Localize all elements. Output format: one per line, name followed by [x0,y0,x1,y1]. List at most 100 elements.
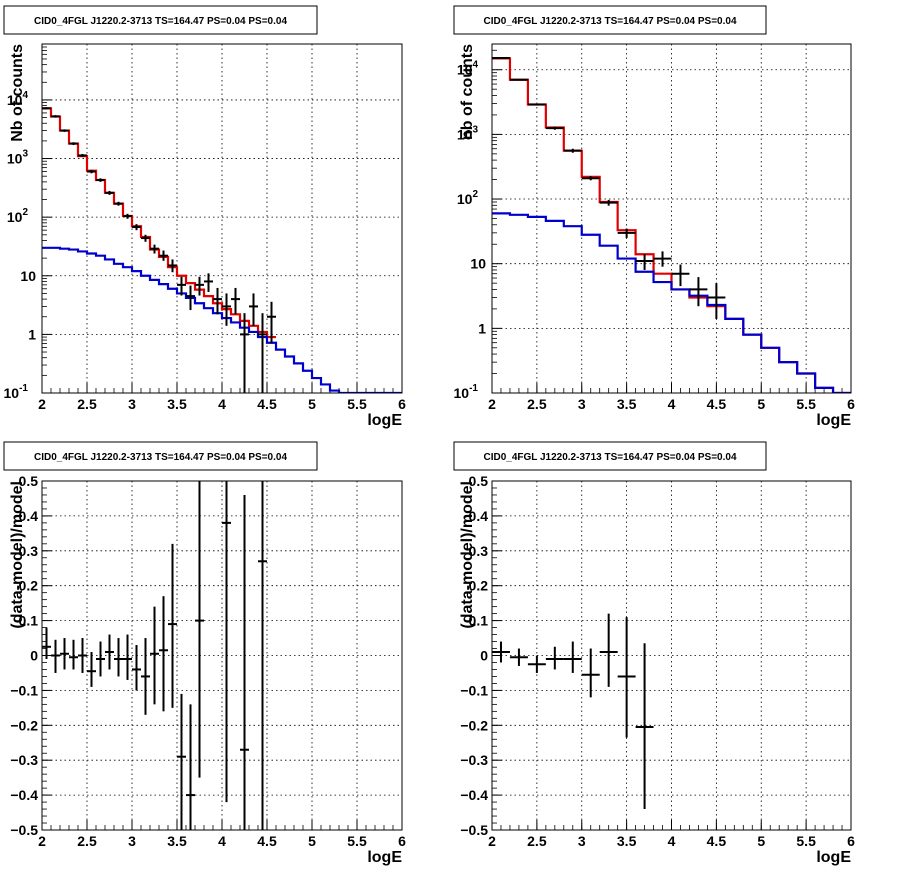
x-tick-label: 4.5 [707,833,727,849]
title-box [3,441,318,471]
y-tick-label: 0.4 [469,508,489,524]
y-tick-label: 0.5 [19,473,39,489]
y-tick-label: 1 [478,320,486,336]
y-tick-label: −0.1 [10,682,38,698]
x-tick-label: 5.5 [796,396,816,412]
y-tick-label: −0.4 [10,787,38,803]
x-tick-label: 4 [218,396,226,412]
x-tick-label: 5.5 [796,833,816,849]
x-tick-label: 2.5 [77,396,97,412]
x-tick-label: 5.5 [347,833,367,849]
x-tick-label: 3.5 [617,833,637,849]
x-tick-label: 2.5 [527,833,547,849]
y-tick-label: 0.2 [469,578,489,594]
y-tick-base: 10 [7,92,23,108]
chart-title: CID0_4FGL J1220.2-3713 TS=164.47 PS=0.04… [34,16,287,27]
model-histogram-total [492,57,851,393]
y-tick-label: 0.1 [19,613,39,629]
y-tick-label: 103 [7,149,29,167]
y-tick-label: 0 [30,648,38,664]
y-tick-label: 104 [457,60,479,78]
x-tick-label: 4 [218,833,226,849]
x-tick-label: 4 [668,396,676,412]
y-tick-base: 1 [478,320,486,336]
x-tick-label: 3.5 [617,396,637,412]
plot-panel-2: CID0_4FGL J1220.2-3713 TS=164.47 PS=0.04… [453,5,855,429]
y-tick-label: 102 [457,189,479,207]
y-tick-base: 1 [28,326,36,342]
plot-panel-4: CID0_4FGL J1220.2-3713 TS=164.47 PS=0.04… [453,441,855,866]
x-tick-label: 3 [578,396,586,412]
x-tick-label: 4 [668,833,676,849]
y-tick-label: 0.4 [19,508,39,524]
y-tick-label: 1 [28,326,36,342]
x-tick-label: 6 [398,396,406,412]
x-axis-label: logE [367,849,402,866]
y-tick-base: 10 [4,385,20,401]
y-tick-base: 10 [454,385,470,401]
y-tick-exponent: 4 [22,90,28,101]
title-box [453,441,767,471]
y-tick-label: 102 [7,207,29,225]
plot-panel-1: CID0_4FGL J1220.2-3713 TS=164.47 PS=0.04… [3,5,406,429]
y-tick-label: −0.5 [460,822,488,838]
y-tick-exponent: -1 [19,383,28,394]
plot-frame [41,43,403,394]
y-tick-label: 0.5 [469,473,489,489]
y-tick-exponent: -1 [469,383,478,394]
y-axis-label: nb of counts [459,44,476,140]
plot-area [42,481,267,830]
y-axis-label: (data-model)/model [459,481,476,629]
y-tick-exponent: 2 [472,189,478,200]
x-tick-label: 6 [847,396,855,412]
x-tick-label: 2.5 [527,396,547,412]
x-axis-label: logE [816,849,851,866]
plot-area [492,56,851,393]
x-tick-label: 3 [578,833,586,849]
x-tick-label: 4.5 [257,833,277,849]
y-tick-label: 0.3 [469,543,489,559]
y-tick-label: 10-1 [4,383,29,401]
x-tick-label: 3.5 [167,396,187,412]
y-tick-base: 10 [7,151,23,167]
x-tick-label: 2 [38,833,46,849]
y-tick-exponent: 2 [22,207,28,218]
x-tick-label: 3 [128,396,136,412]
x-tick-label: 5 [308,833,316,849]
y-tick-label: −0.4 [460,787,488,803]
title-box [453,5,767,35]
x-axis-label: logE [816,412,851,429]
y-tick-label: −0.3 [10,752,38,768]
x-tick-label: 3 [128,833,136,849]
y-tick-base: 10 [457,62,473,78]
x-tick-label: 5 [308,396,316,412]
x-tick-label: 5.5 [347,396,367,412]
y-tick-exponent: 3 [472,124,478,135]
y-axis-label: Nb of counts [9,44,26,142]
x-tick-label: 2.5 [77,833,97,849]
x-tick-label: 3.5 [167,833,187,849]
y-tick-exponent: 4 [472,60,478,71]
y-tick-base: 10 [457,126,473,142]
y-tick-label: −0.2 [10,717,38,733]
plot-area [492,613,654,810]
x-tick-label: 5 [757,833,765,849]
plot-area [42,107,402,393]
y-tick-label: −0.1 [460,682,488,698]
y-tick-label: 10 [470,256,486,272]
title-box [3,5,318,35]
x-tick-label: 4.5 [707,396,727,412]
y-tick-label: −0.2 [460,717,488,733]
y-tick-label: 10 [20,268,36,284]
y-axis-label: (data-model)/model [9,481,26,629]
x-tick-label: 6 [398,833,406,849]
chart-title: CID0_4FGL J1220.2-3713 TS=164.47 PS=0.04… [483,452,736,463]
y-tick-label: 10-1 [454,383,479,401]
x-tick-label: 5 [757,396,765,412]
plot-panel-3: CID0_4FGL J1220.2-3713 TS=164.47 PS=0.04… [3,441,406,866]
y-tick-label: 0.1 [469,613,489,629]
y-tick-label: 0.3 [19,543,39,559]
y-tick-exponent: 3 [22,149,28,160]
y-tick-base: 10 [470,256,486,272]
